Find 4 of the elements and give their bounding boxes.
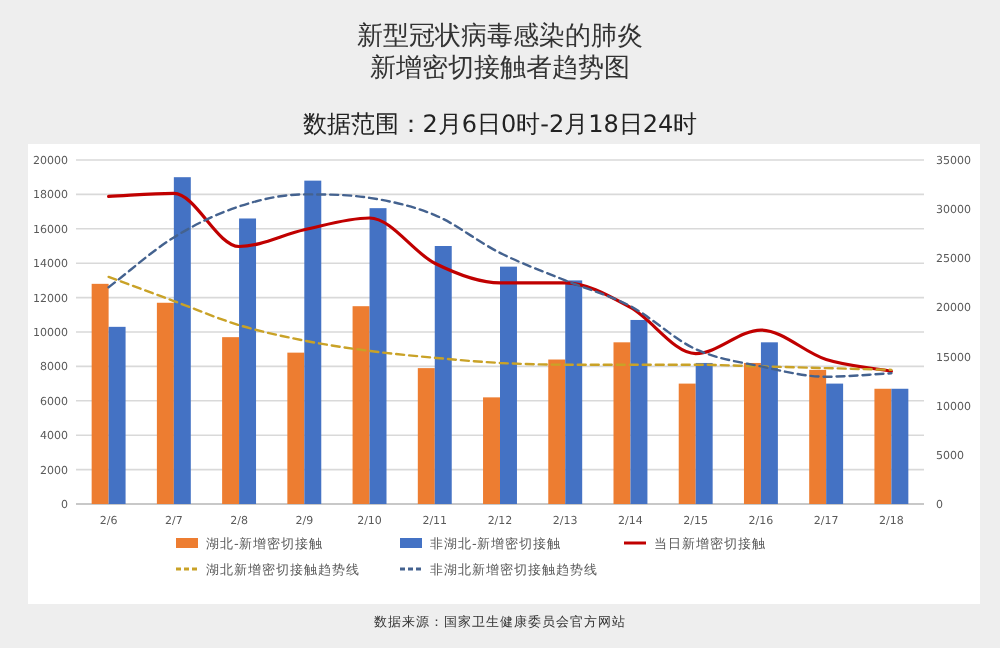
chart-title: 新型冠状病毒感染的肺炎: [357, 22, 643, 52]
line-series: [107, 275, 893, 372]
chart-subtitle: 新增密切接触者趋势图: [370, 54, 630, 84]
text: 数据范围：2月6日0时-2月18日24时: [302, 110, 698, 138]
